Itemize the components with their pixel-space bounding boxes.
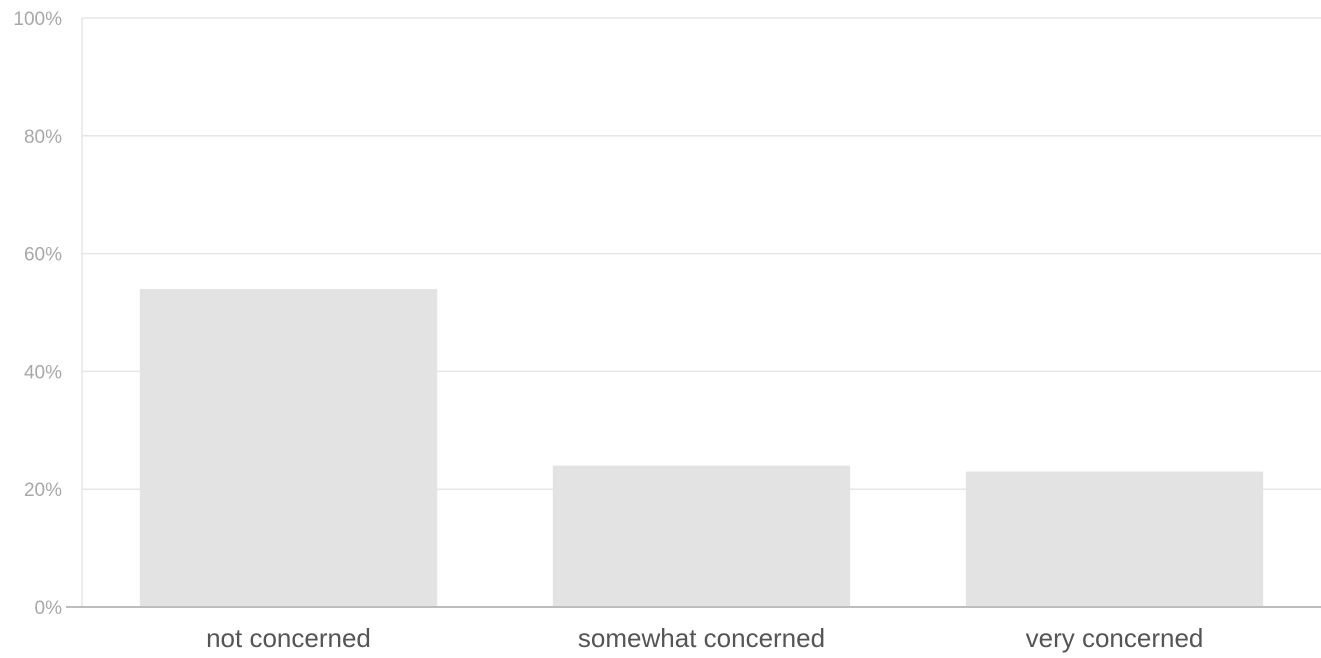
- y-tick-label: 80%: [24, 127, 62, 148]
- y-tick-label: 0%: [35, 598, 63, 619]
- axes: [66, 18, 1321, 608]
- bar: [965, 471, 1264, 607]
- bar: [139, 288, 438, 607]
- bar: [552, 465, 851, 607]
- y-tick-label: 60%: [24, 245, 62, 266]
- x-tick-label: very concerned: [1026, 623, 1204, 653]
- y-axis-tick-labels: 0% 20% 40% 60% 80% 100%: [13, 9, 62, 619]
- bars: [139, 288, 1264, 607]
- y-tick-label: 20%: [24, 480, 62, 501]
- y-tick-label: 100%: [13, 9, 62, 30]
- x-tick-label: somewhat concerned: [578, 623, 825, 653]
- y-tick-label: 40%: [24, 362, 62, 383]
- x-axis-tick-labels: not concerned somewhat concerned very conc…: [206, 623, 1203, 653]
- x-tick-label: not concerned: [206, 623, 371, 653]
